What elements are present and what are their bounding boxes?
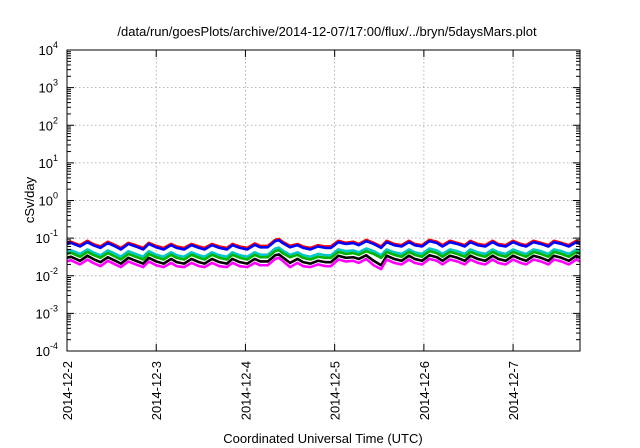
x-tick-label: 2014-12-5 xyxy=(328,361,343,420)
x-axis-label: Coordinated Universal Time (UTC) xyxy=(223,431,422,446)
y-tick-label: 10-2 xyxy=(36,266,58,284)
y-tick-label: 101 xyxy=(39,153,58,171)
y-tick-label: 102 xyxy=(39,115,58,133)
chart-title: /data/run/goesPlots/archive/2014-12-07/1… xyxy=(117,24,537,39)
y-tick-label: 103 xyxy=(39,78,58,96)
x-tick-label: 2014-12-7 xyxy=(506,361,521,420)
y-tick-label: 100 xyxy=(39,191,58,209)
x-tick-labels: 2014-12-2 2014-12-3 2014-12-4 2014-12-5 2014… xyxy=(60,361,521,420)
y-tick-label: 10-3 xyxy=(36,303,58,321)
series-line-3 xyxy=(66,246,581,259)
series-line-4 xyxy=(66,248,581,261)
axis-ticks xyxy=(66,49,580,352)
y-axis-label: cSv/day xyxy=(22,176,37,223)
y-tick-label: 10-4 xyxy=(36,341,58,359)
x-tick-label: 2014-12-6 xyxy=(417,361,432,420)
series-line-5 xyxy=(66,253,581,267)
x-tick-label: 2014-12-4 xyxy=(238,361,253,420)
series-line-2 xyxy=(66,238,581,251)
y-tick-label: 10-1 xyxy=(36,228,58,246)
y-tick-label: 104 xyxy=(39,40,58,58)
y-tick-labels: 10-4 10-3 10-2 10-1 100 101 102 103 104 xyxy=(36,40,58,359)
x-tick-label: 2014-12-2 xyxy=(60,361,75,420)
x-tick-label: 2014-12-3 xyxy=(149,361,164,420)
series-layer xyxy=(66,237,581,271)
grid xyxy=(66,50,580,351)
series-line-6 xyxy=(66,256,581,271)
